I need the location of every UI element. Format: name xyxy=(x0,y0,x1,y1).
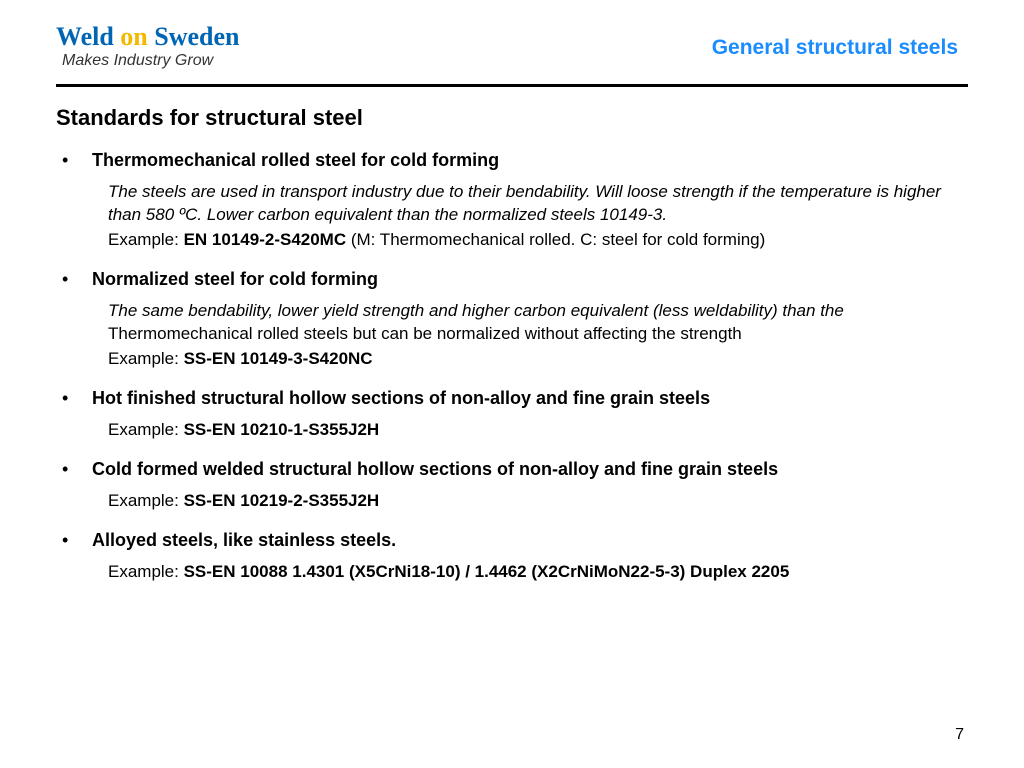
logo-main: Weld on Sweden xyxy=(56,24,240,50)
logo-block: Weld on Sweden Makes Industry Grow xyxy=(56,24,240,70)
example-prefix: Example: xyxy=(108,349,184,368)
logo-tagline: Makes Industry Grow xyxy=(62,52,240,70)
example-suffix: (M: Thermomechanical rolled. C: steel fo… xyxy=(346,230,765,249)
list-item: Alloyed steels, like stainless steels. E… xyxy=(56,529,968,584)
list-item: Cold formed welded structural hollow sec… xyxy=(56,458,968,513)
example-prefix: Example: xyxy=(108,562,184,581)
bullet-list: Thermomechanical rolled steel for cold f… xyxy=(56,149,968,583)
item-desc-italic: The same bendability, lower yield streng… xyxy=(108,300,968,323)
example-code: SS-EN 10219-2-S355J2H xyxy=(184,491,380,510)
example-code: SS-EN 10149-3-S420NC xyxy=(184,349,373,368)
item-heading: Thermomechanical rolled steel for cold f… xyxy=(92,149,968,171)
slide-header: Weld on Sweden Makes Industry Grow Gener… xyxy=(0,0,1024,70)
slide-content: Standards for structural steel Thermomec… xyxy=(0,87,1024,583)
list-item: Thermomechanical rolled steel for cold f… xyxy=(56,149,968,252)
example-code: SS-EN 10088 1.4301 (X5CrNi18-10) / 1.446… xyxy=(184,562,790,581)
example-code: EN 10149-2-S420MC xyxy=(184,230,347,249)
item-heading: Hot finished structural hollow sections … xyxy=(92,387,968,409)
item-desc-italic: The steels are used in transport industr… xyxy=(108,181,968,227)
page-number: 7 xyxy=(955,726,964,744)
example-prefix: Example: xyxy=(108,420,184,439)
example-code: SS-EN 10210-1-S355J2H xyxy=(184,420,380,439)
item-example: Example: EN 10149-2-S420MC (M: Thermomec… xyxy=(108,229,968,252)
item-heading: Normalized steel for cold forming xyxy=(92,268,968,290)
header-row: Weld on Sweden Makes Industry Grow Gener… xyxy=(56,24,968,70)
item-example: Example: SS-EN 10219-2-S355J2H xyxy=(108,490,968,513)
item-example: Example: SS-EN 10210-1-S355J2H xyxy=(108,419,968,442)
list-item: Normalized steel for cold forming The sa… xyxy=(56,268,968,371)
item-body: Example: SS-EN 10210-1-S355J2H xyxy=(92,419,968,442)
list-item: Hot finished structural hollow sections … xyxy=(56,387,968,442)
example-prefix: Example: xyxy=(108,230,184,249)
item-example: Example: SS-EN 10088 1.4301 (X5CrNi18-10… xyxy=(108,561,968,584)
logo-word-weld: Weld xyxy=(56,22,114,51)
item-body: The steels are used in transport industr… xyxy=(92,181,968,252)
item-body: Example: SS-EN 10088 1.4301 (X5CrNi18-10… xyxy=(92,561,968,584)
item-heading: Alloyed steels, like stainless steels. xyxy=(92,529,968,551)
logo-word-on: on xyxy=(120,22,147,51)
slide-subject: General structural steels xyxy=(712,36,958,60)
example-prefix: Example: xyxy=(108,491,184,510)
item-body: Example: SS-EN 10219-2-S355J2H xyxy=(92,490,968,513)
item-body: The same bendability, lower yield streng… xyxy=(92,300,968,371)
item-example: Example: SS-EN 10149-3-S420NC xyxy=(108,348,968,371)
item-desc-plain: Thermomechanical rolled steels but can b… xyxy=(108,323,968,346)
slide-title: Standards for structural steel xyxy=(56,105,968,131)
item-heading: Cold formed welded structural hollow sec… xyxy=(92,458,968,480)
logo-word-sweden: Sweden xyxy=(154,22,239,51)
